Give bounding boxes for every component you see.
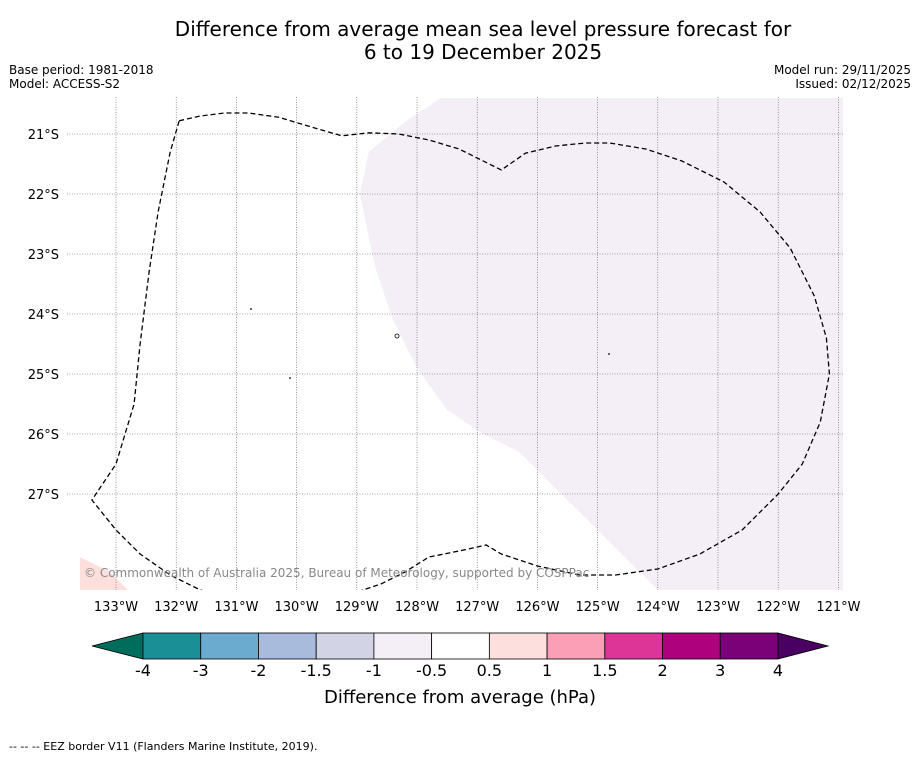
shaded-regions: [79, 98, 843, 590]
model-run: Model run: 29/11/2025: [773, 63, 911, 77]
colorbar-tick-label: -1: [366, 661, 382, 680]
graticule: [67, 97, 843, 590]
colorbar-bin: [142, 632, 202, 660]
colorbar-title: Difference from average (hPa): [324, 687, 596, 708]
colorbar-tick-label: -0.5: [416, 661, 447, 680]
lat-tick-label: 26°S: [28, 428, 59, 443]
lon-tick-label: 133°W: [94, 600, 138, 615]
lon-tick-label: 126°W: [515, 600, 559, 615]
colorbar-bin: [546, 632, 606, 660]
lon-tick-label: 125°W: [576, 600, 620, 615]
colorbar-bin: [315, 632, 375, 660]
lat-tick-label: 25°S: [28, 368, 59, 383]
island-marker: [250, 308, 252, 310]
island-marker: [394, 333, 400, 339]
lon-tick-label: 123°W: [696, 600, 740, 615]
lon-tick-label: 132°W: [154, 600, 198, 615]
colorbar-tick-label: 2: [657, 661, 667, 680]
colorbar-bin: [662, 632, 721, 660]
base-period: Base period: 1981-2018: [9, 63, 154, 77]
colorbar-bin: [719, 632, 779, 660]
lat-tick-label: 22°S: [28, 188, 59, 203]
colorbar-tick-labels: -4 -3 -2 -1.5 -1 -0.5 0.5 1 1.5 2 3 4: [135, 661, 783, 680]
colorbar-bin: [200, 632, 259, 660]
map-figure: © Commonwealth of Australia 2025, Bureau…: [28, 97, 861, 708]
eez-border: [91, 112, 831, 590]
lat-tick-label: 24°S: [28, 308, 59, 323]
eez-border-layer: [91, 112, 831, 590]
island-marker: [608, 353, 610, 355]
lon-tick-label: 130°W: [275, 600, 319, 615]
lon-tick-label: 121°W: [816, 600, 860, 615]
lon-tick-label: 128°W: [395, 600, 439, 615]
copyright-notice: © Commonwealth of Australia 2025, Bureau…: [84, 566, 589, 580]
lat-tick-label: 27°S: [28, 488, 59, 503]
colorbar-tick-label: -4: [135, 661, 151, 680]
colorbar-tick-label: 4: [773, 661, 783, 680]
model-name: Model: ACCESS-S2: [9, 77, 121, 91]
colorbar-bin: [488, 632, 548, 660]
colorbar-bin: [373, 632, 433, 660]
islands: [250, 308, 610, 379]
colorbar-extend-low: [91, 632, 144, 660]
colorbar-tick-label: -1.5: [301, 661, 332, 680]
colorbar-tick-label: -2: [250, 661, 266, 680]
lat-tick-label: 23°S: [28, 248, 59, 263]
colorbar-bin: [431, 632, 490, 660]
colorbar-extend-high: [777, 632, 830, 660]
lat-tick-label: 21°S: [28, 128, 59, 143]
colorbar-tick-label: 3: [715, 661, 725, 680]
shaded-region: [359, 98, 843, 590]
title-line-1: Difference from average mean sea level p…: [174, 17, 792, 41]
colorbar: [91, 632, 830, 660]
issued-date: Issued: 02/12/2025: [795, 77, 911, 91]
latitude-labels: 21°S 22°S 23°S 24°S 25°S 26°S 27°S: [28, 128, 59, 503]
colorbar-bin: [604, 632, 663, 660]
colorbar-tick-label: -3: [193, 661, 209, 680]
longitude-labels: 133°W 132°W 131°W 130°W 129°W 128°W 127°W 126°W…: [94, 600, 861, 615]
footer-note: -- -- -- EEZ border V11 (Flanders Marine…: [9, 740, 318, 753]
colorbar-tick-label: 0.5: [477, 661, 502, 680]
lon-tick-label: 124°W: [636, 600, 680, 615]
shaded-region: [79, 557, 128, 590]
colorbar-tick-label: 1.5: [592, 661, 617, 680]
chart-title: Difference from average mean sea level p…: [0, 18, 919, 64]
colorbar-bin: [258, 632, 317, 660]
meta-left: Base period: 1981-2018 Model: ACCESS-S2: [9, 63, 154, 91]
island-marker: [289, 377, 291, 379]
lon-tick-label: 127°W: [455, 600, 499, 615]
lon-tick-label: 122°W: [756, 600, 800, 615]
colorbar-tick-label: 1: [542, 661, 552, 680]
title-line-2: 6 to 19 December 2025: [363, 40, 603, 64]
lon-tick-label: 131°W: [214, 600, 258, 615]
lon-tick-label: 129°W: [335, 600, 379, 615]
meta-right: Model run: 29/11/2025 Issued: 02/12/2025: [774, 63, 911, 91]
